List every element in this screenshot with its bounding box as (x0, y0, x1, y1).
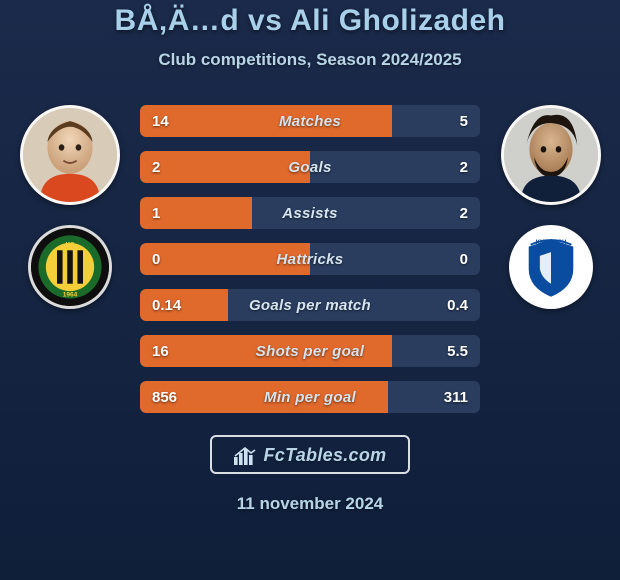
stat-row: 0.14Goals per match0.4 (140, 289, 480, 321)
stat-label: Matches (140, 113, 480, 130)
avatar-placeholder-icon (23, 108, 117, 202)
player-right-avatar (501, 105, 601, 205)
stat-value-right: 5 (460, 113, 468, 130)
page-subtitle: Club competitions, Season 2024/2025 (158, 50, 461, 70)
comparison-panel: KS 1964 14Matches52Goals21Assists20Hattr… (0, 105, 620, 413)
stats-list: 14Matches52Goals21Assists20Hattricks00.1… (140, 105, 480, 413)
stat-label: Goals per match (140, 297, 480, 314)
stat-value-right: 5.5 (447, 343, 468, 360)
stat-row: 14Matches5 (140, 105, 480, 137)
avatar-placeholder-icon (504, 108, 598, 202)
footer-brand-badge[interactable]: FcTables.com (210, 435, 411, 474)
club-badge-lech-icon: KKS LECH (512, 225, 590, 309)
player-left-club-badge: KS 1964 (28, 225, 112, 309)
svg-text:KKS LECH: KKS LECH (535, 240, 566, 246)
stat-row: 1Assists2 (140, 197, 480, 229)
player-left-avatar (20, 105, 120, 205)
stat-row: 856Min per goal311 (140, 381, 480, 413)
stat-label: Hattricks (140, 251, 480, 268)
right-player-column: KKS LECH (498, 105, 603, 309)
date-text: 11 november 2024 (237, 494, 383, 514)
stat-label: Assists (140, 205, 480, 222)
stat-row: 16Shots per goal5.5 (140, 335, 480, 367)
stat-value-right: 0.4 (447, 297, 468, 314)
footer-brand-text: FcTables.com (264, 445, 387, 466)
stat-value-right: 0 (460, 251, 468, 268)
player-right-club-badge: KKS LECH (509, 225, 593, 309)
stat-value-right: 2 (460, 159, 468, 176)
content-root: BÅ‚Ä…d vs Ali Gholizadeh Club competitio… (0, 0, 620, 580)
stat-label: Min per goal (140, 389, 480, 406)
chart-bars-icon (234, 447, 256, 465)
svg-text:KS: KS (65, 242, 75, 249)
stat-row: 0Hattricks0 (140, 243, 480, 275)
stat-value-right: 2 (460, 205, 468, 222)
stat-value-right: 311 (444, 389, 468, 406)
club-badge-gks-icon: KS 1964 (31, 225, 109, 309)
stat-label: Shots per goal (140, 343, 480, 360)
stat-row: 2Goals2 (140, 151, 480, 183)
left-player-column: KS 1964 (17, 105, 122, 309)
page-title: BÅ‚Ä…d vs Ali Gholizadeh (115, 4, 506, 38)
stat-label: Goals (140, 159, 480, 176)
svg-text:1964: 1964 (62, 292, 77, 299)
